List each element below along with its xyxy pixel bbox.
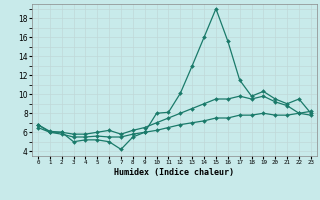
X-axis label: Humidex (Indice chaleur): Humidex (Indice chaleur) xyxy=(115,168,234,177)
